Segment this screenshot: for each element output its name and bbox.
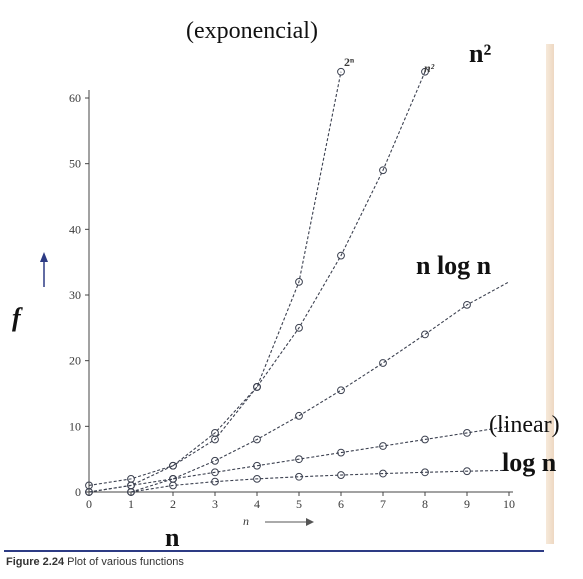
y-axis-label: f [12, 303, 23, 332]
data-point [379, 166, 387, 175]
annotation-n-axis: n [165, 523, 180, 552]
y-tick-label: 50 [69, 157, 81, 171]
y-tick-label: 40 [69, 222, 81, 236]
x-axis-label: n [243, 514, 249, 528]
data-point [379, 442, 387, 450]
x-tick-label: 2 [170, 497, 176, 511]
series-label-quadratic: n² [424, 61, 435, 75]
data-point [295, 277, 303, 286]
data-point [295, 411, 303, 420]
annotation-logn: log n [502, 448, 557, 477]
figure-caption: Figure 2.24 Plot of various functions [6, 556, 184, 568]
y-tick-label: 0 [75, 485, 81, 499]
data-point [211, 456, 219, 465]
data-point [379, 359, 387, 367]
series-label-exponential: 2ⁿ [344, 55, 355, 69]
data-point [337, 471, 345, 479]
x-tick-label: 4 [254, 497, 260, 511]
annotation-nlogn: n log n [416, 251, 492, 280]
series-group [85, 67, 510, 496]
annotation-exponential: (exponencial) [186, 18, 318, 44]
data-point [379, 469, 387, 478]
y-tick-label: 60 [69, 91, 81, 105]
x-axis-arrowhead [306, 518, 314, 526]
data-point [295, 455, 303, 464]
series-line [130, 469, 510, 493]
data-point [337, 448, 345, 457]
x-tick-label: 6 [338, 497, 344, 511]
data-point [253, 383, 261, 391]
data-point [85, 488, 93, 496]
y-axis-arrowhead [40, 252, 48, 262]
data-point [463, 300, 471, 309]
data-point [295, 323, 303, 332]
data-point [463, 429, 471, 437]
data-point [421, 468, 429, 477]
annotation-linear: (linear) [489, 412, 560, 438]
data-point [421, 330, 429, 339]
x-tick-label: 0 [86, 497, 92, 511]
annotation-quadratic: n² [469, 39, 491, 68]
x-tick-label: 7 [380, 497, 386, 511]
series-line [130, 281, 510, 493]
data-point [211, 477, 219, 486]
data-point [169, 481, 177, 490]
data-point [295, 472, 303, 481]
data-point [169, 461, 177, 470]
x-tick-label: 8 [422, 497, 428, 511]
x-tick-label: 10 [503, 497, 515, 511]
series-line [88, 71, 426, 493]
x-tick-label: 5 [296, 497, 302, 511]
scan-edge-strip [546, 44, 554, 544]
data-point [253, 474, 261, 483]
series-line [88, 71, 342, 486]
caption-text: Plot of various functions [67, 556, 184, 568]
data-point [463, 467, 471, 476]
data-point [337, 251, 345, 260]
data-point [253, 461, 261, 470]
data-point [337, 386, 345, 395]
data-point [337, 67, 345, 76]
y-tick-label: 20 [69, 354, 81, 368]
tick-labels: 0 10 20 30 40 50 60 0 1 2 3 4 5 6 7 8 9 10 [69, 91, 515, 511]
axes [87, 90, 513, 494]
x-tick-label: 1 [128, 497, 134, 511]
data-point [253, 435, 261, 444]
caption-rule [4, 550, 544, 552]
x-tick-label: 3 [212, 497, 218, 511]
data-point [127, 488, 135, 496]
x-tick-label: 9 [464, 497, 470, 511]
data-point [421, 67, 429, 76]
y-tick-label: 10 [69, 419, 81, 433]
data-point [421, 435, 429, 444]
data-point [211, 429, 219, 437]
series-line [88, 425, 510, 493]
data-point [211, 468, 219, 477]
y-tick-label: 30 [69, 288, 81, 302]
caption-number: Figure 2.24 [6, 556, 65, 568]
